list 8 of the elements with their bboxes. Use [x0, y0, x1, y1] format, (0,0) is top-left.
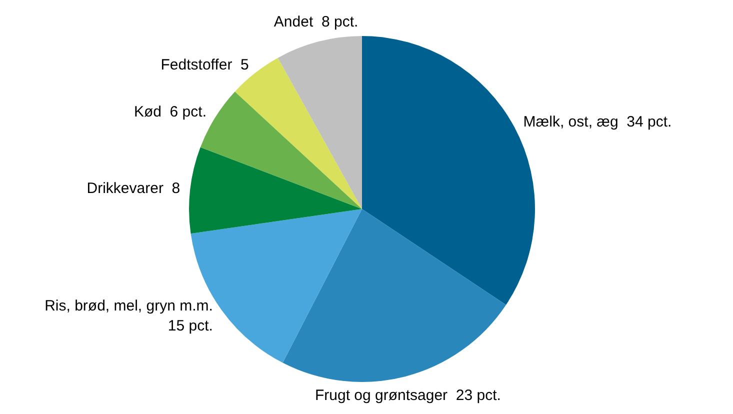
- slice-label: Fedtstoffer 5: [160, 56, 249, 74]
- slice-label: Kød 6 pct.: [134, 104, 206, 121]
- data-label: 15 pct.: [168, 317, 213, 334]
- slice-label: Andet 8 pct.: [274, 14, 358, 31]
- slice-label: Drikkevarer 8: [86, 180, 180, 197]
- slice-label: Frugt og grøntsager 23 pct.: [314, 386, 501, 404]
- slice-label: Mælk, ost, æg 34 pct.: [523, 114, 672, 131]
- slice-label: Ris, brød, mel, gryn m.m.: [44, 297, 213, 314]
